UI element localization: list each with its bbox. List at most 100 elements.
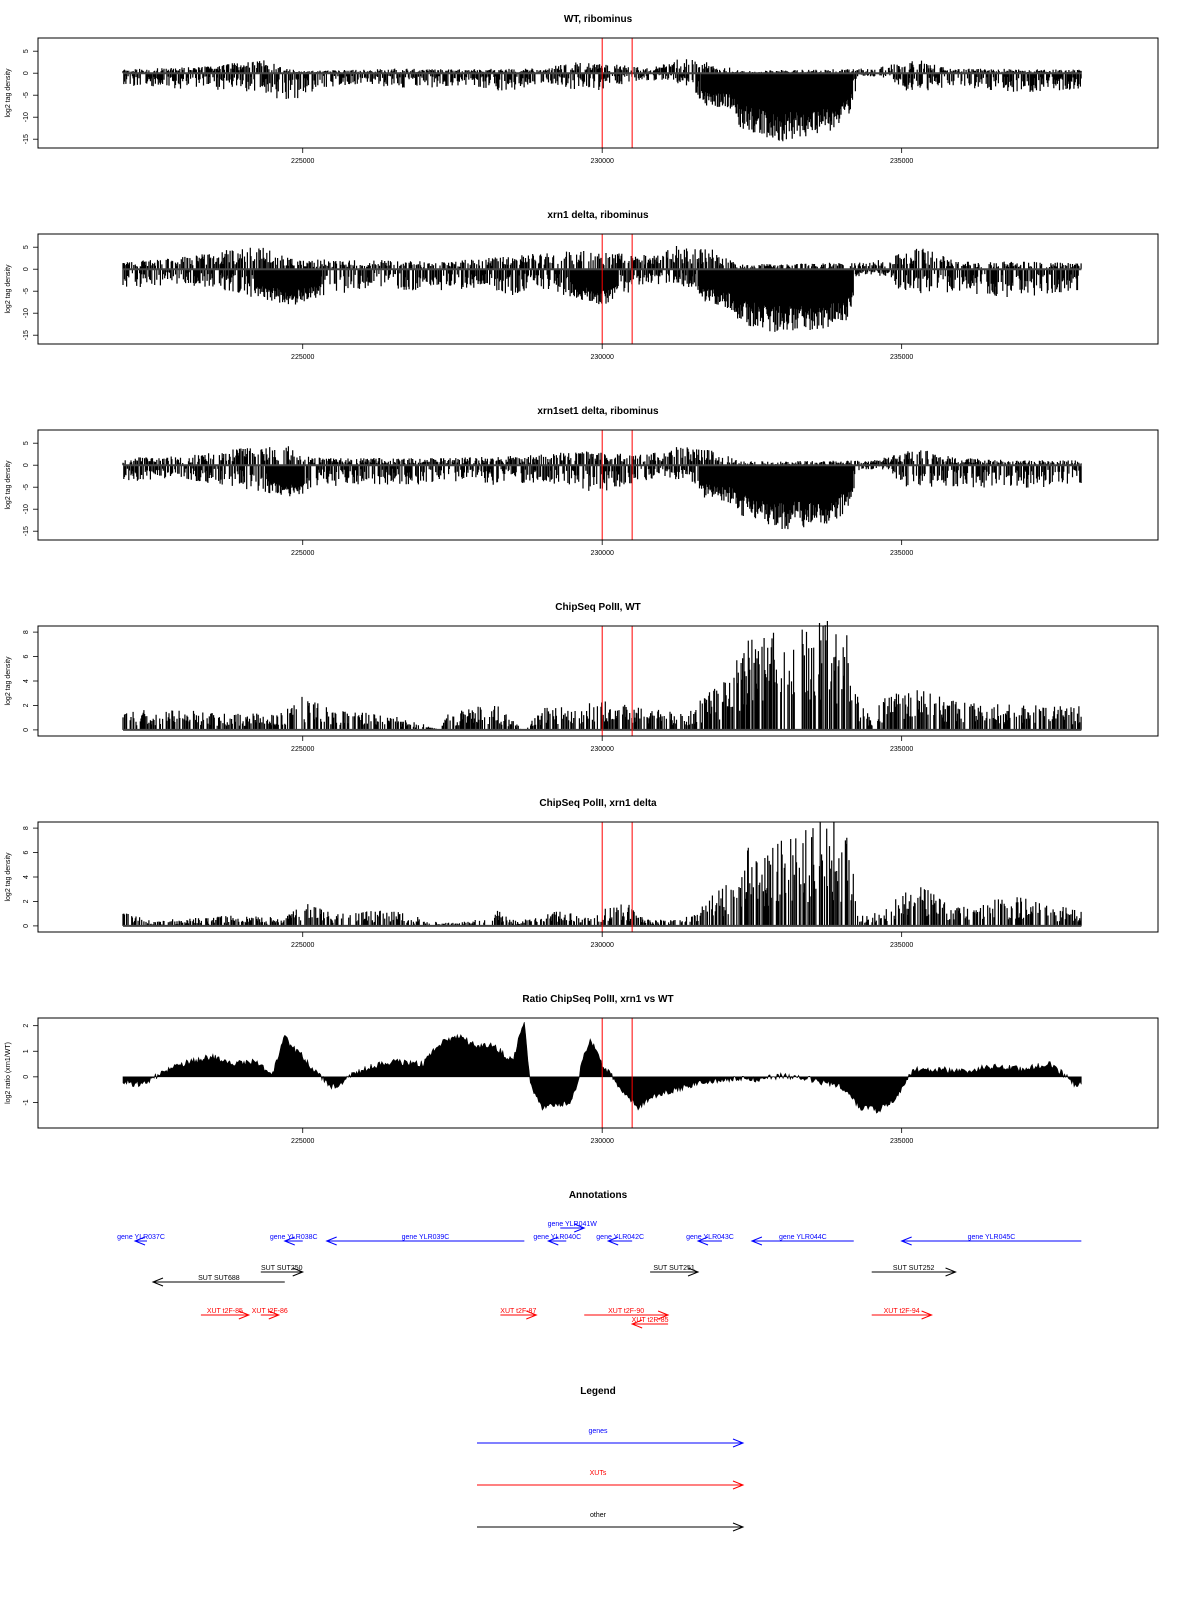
- panel-title: WT, ribominus: [564, 14, 633, 25]
- feature-arrow-head: [657, 1310, 670, 1320]
- legend-entry-label: genes: [588, 1428, 608, 1435]
- y-tick-label: -15: [23, 134, 30, 144]
- plot-frame: [37, 233, 1159, 345]
- y-tick-label: 2: [23, 899, 30, 903]
- y-tick-label: 2: [23, 703, 30, 707]
- x-tick-label: 230000: [591, 746, 614, 753]
- panel-title: ChipSeq PolII, WT: [555, 602, 641, 613]
- y-tick-label: 8: [23, 630, 30, 634]
- feature-arrow-head: [630, 1319, 643, 1329]
- feature-xut-t2f-90: XUT t2F-90: [584, 1308, 670, 1320]
- legend-arrow-head: [732, 1480, 745, 1490]
- negative-strand-bars: [122, 269, 1079, 332]
- x-tick-label: 235000: [890, 1138, 913, 1145]
- y-tick-label: 6: [23, 851, 30, 855]
- feature-label: gene YLR043C: [686, 1234, 734, 1241]
- feature-gene-ylr044c: gene YLR044C: [750, 1234, 854, 1246]
- feature-arrow-head: [687, 1267, 700, 1277]
- feature-arrow-head: [526, 1310, 538, 1320]
- x-tick-label: 230000: [591, 1138, 614, 1145]
- feature-arrow-head: [546, 1236, 559, 1246]
- panel-6: Ratio ChipSeq PolII, xrn1 vs WT log2 rati…: [5, 994, 1159, 1145]
- y-tick-label: 5: [23, 49, 30, 53]
- feature-arrow-head: [283, 1236, 295, 1246]
- feature-arrow-head: [921, 1310, 933, 1320]
- annotations-title: Annotations: [569, 1190, 628, 1201]
- y-tick-label: 0: [23, 463, 30, 467]
- y-tick-label: 2: [23, 1024, 30, 1028]
- legend-entry-label: XUTs: [590, 1470, 607, 1477]
- panel-4: ChipSeq PolII, WT log2 tag density 0 2 4 6 8 22…: [5, 602, 1159, 753]
- feature-label: SUT SUT252: [893, 1265, 935, 1272]
- x-tick-label: 235000: [890, 942, 913, 949]
- legend-entry-xuts: XUTs: [477, 1470, 745, 1490]
- y-tick-label: 5: [23, 245, 30, 249]
- y-axis-label: log2 tag density: [5, 68, 12, 118]
- y-tick-label: 8: [23, 826, 30, 830]
- y-tick-label: 0: [23, 924, 30, 928]
- x-tick-label: 230000: [591, 942, 614, 949]
- y-tick-label: -10: [23, 112, 30, 122]
- feature-gene-ylr045c: gene YLR045C: [900, 1234, 1082, 1246]
- feature-arrow-head: [133, 1236, 146, 1246]
- y-tick-label: 4: [23, 875, 30, 879]
- panel-5: ChipSeq PolII, xrn1 delta log2 tag densit…: [5, 798, 1159, 949]
- legend-panel: Legend genes XUTs other: [477, 1386, 745, 1532]
- feature-gene-ylr037c: gene YLR037C: [117, 1234, 165, 1246]
- feature-arrow-head: [292, 1267, 305, 1277]
- y-tick-label: 4: [23, 679, 30, 683]
- y-axis-label: log2 ratio (xrn1/WT): [5, 1042, 12, 1104]
- y-tick-label: -10: [23, 504, 30, 514]
- y-tick-label: -5: [23, 288, 30, 294]
- y-tick-label: -1: [23, 1099, 30, 1105]
- feature-label: gene YLR044C: [779, 1234, 827, 1241]
- feature-gene-ylr039c: gene YLR039C: [325, 1234, 525, 1246]
- x-tick-label: 225000: [291, 158, 314, 165]
- y-tick-label: 1: [23, 1049, 30, 1053]
- legend-entry-other: other: [477, 1512, 745, 1532]
- feature-label: gene YLR038C: [270, 1234, 318, 1241]
- y-tick-label: -5: [23, 484, 30, 490]
- feature-gene-ylr043c: gene YLR043C: [686, 1234, 734, 1246]
- legend-entry-genes: genes: [477, 1428, 745, 1448]
- feature-arrow-head: [238, 1310, 251, 1320]
- x-tick-label: 230000: [591, 550, 614, 557]
- panel-title: ChipSeq PolII, xrn1 delta: [539, 798, 657, 809]
- feature-label: XUT t2F-85: [207, 1308, 243, 1315]
- x-tick-label: 225000: [291, 1138, 314, 1145]
- y-tick-label: 0: [23, 728, 30, 732]
- annotations-panel: Annotations gene YLR037C gene YLR038C gene …: [117, 1190, 1082, 1329]
- feature-label: gene YLR037C: [117, 1234, 165, 1241]
- x-tick-label: 230000: [591, 158, 614, 165]
- plot-frame: [37, 1017, 1159, 1129]
- feature-arrow-head: [606, 1236, 619, 1246]
- y-axis-label: log2 tag density: [5, 852, 12, 902]
- feature-sut-sut252: SUT SUT252: [871, 1265, 957, 1277]
- y-axis-label: log2 tag density: [5, 460, 12, 510]
- y-axis-label: log2 tag density: [5, 656, 12, 706]
- feature-xut-t2f-85: XUT t2F-85: [200, 1308, 251, 1320]
- feature-xut-t2r-85: XUT t2R-85: [630, 1317, 669, 1329]
- legend-arrow-head: [732, 1438, 745, 1448]
- y-tick-label: 0: [23, 71, 30, 75]
- x-tick-label: 235000: [890, 158, 913, 165]
- feature-xut-t2f-87: XUT t2F-87: [500, 1308, 538, 1320]
- feature-label: gene YLR040C: [533, 1234, 581, 1241]
- feature-arrow-head: [945, 1267, 957, 1277]
- feature-sut-sut251: SUT SUT251: [650, 1265, 700, 1277]
- y-tick-label: 0: [23, 267, 30, 271]
- y-tick-label: 5: [23, 441, 30, 445]
- feature-arrow-head: [325, 1236, 337, 1246]
- y-tick-label: 6: [23, 655, 30, 659]
- feature-label: gene YLR042C: [596, 1234, 644, 1241]
- x-tick-label: 225000: [291, 550, 314, 557]
- panel-title: xrn1 delta, ribominus: [547, 210, 649, 221]
- panel-3: xrn1set1 delta, ribominus log2 tag densit…: [5, 406, 1159, 557]
- y-tick-label: 0: [23, 1075, 30, 1079]
- plot-frame: [37, 37, 1159, 149]
- feature-label: XUT t2F-87: [500, 1308, 536, 1315]
- feature-xut-t2f-86: XUT t2F-86: [252, 1308, 288, 1320]
- y-tick-label: -10: [23, 308, 30, 318]
- x-tick-label: 225000: [291, 746, 314, 753]
